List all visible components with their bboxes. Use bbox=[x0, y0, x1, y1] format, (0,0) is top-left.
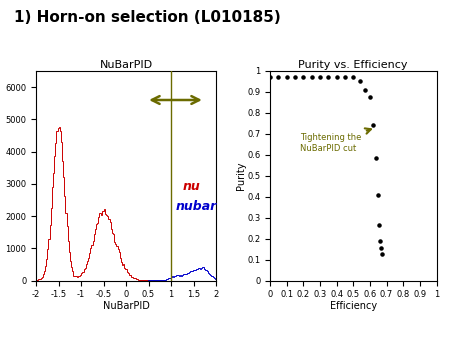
Text: nubar: nubar bbox=[175, 200, 216, 213]
Title: Purity vs. Efficiency: Purity vs. Efficiency bbox=[298, 60, 408, 70]
Point bbox=[356, 79, 364, 84]
Point bbox=[369, 123, 377, 128]
Point bbox=[361, 87, 369, 93]
X-axis label: NuBarPID: NuBarPID bbox=[103, 301, 149, 311]
Point bbox=[292, 75, 299, 80]
Point bbox=[300, 75, 307, 80]
Point bbox=[266, 75, 274, 80]
Text: nu: nu bbox=[182, 180, 200, 193]
Point bbox=[350, 75, 357, 80]
Point bbox=[375, 222, 382, 228]
Point bbox=[316, 75, 324, 80]
Point bbox=[283, 75, 290, 80]
Point bbox=[366, 94, 373, 100]
Text: Tightening the
NuBarPID cut: Tightening the NuBarPID cut bbox=[300, 128, 371, 153]
Title: NuBarPID: NuBarPID bbox=[99, 60, 153, 70]
Text: 1) Horn-on selection (L010185): 1) Horn-on selection (L010185) bbox=[14, 10, 280, 25]
Point bbox=[378, 251, 385, 257]
Point bbox=[378, 245, 385, 251]
Point bbox=[372, 155, 379, 161]
Point bbox=[324, 75, 332, 80]
Point bbox=[377, 238, 384, 243]
X-axis label: Efficiency: Efficiency bbox=[330, 301, 377, 311]
Point bbox=[374, 192, 382, 197]
Point bbox=[308, 75, 315, 80]
Point bbox=[342, 75, 349, 80]
Point bbox=[333, 75, 340, 80]
Y-axis label: Purity: Purity bbox=[236, 162, 246, 190]
Point bbox=[274, 75, 282, 80]
